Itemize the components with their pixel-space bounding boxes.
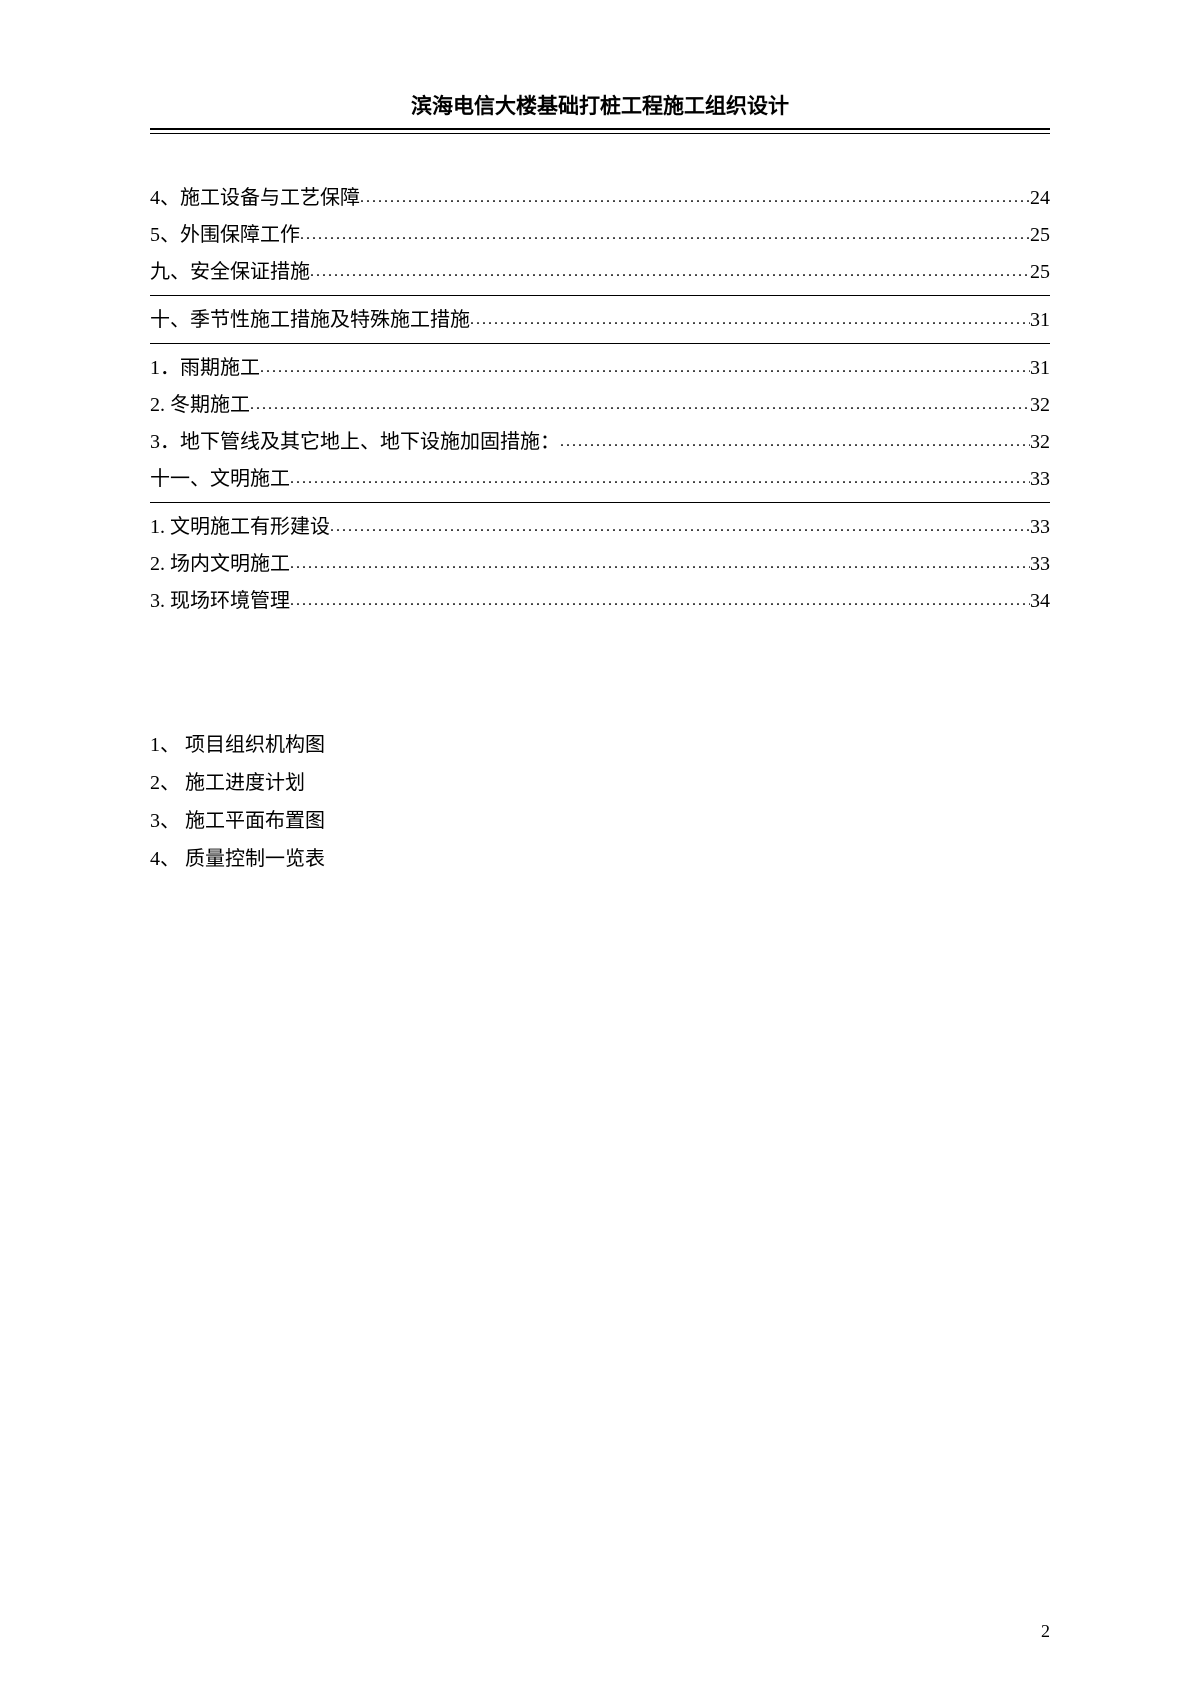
toc-entry: 十、季节性施工措施及特殊施工措施 31 [150,304,1050,337]
toc-label: 1．雨期施工 [150,352,260,385]
toc-dots [470,307,1030,333]
toc-page: 32 [1030,389,1050,422]
appendix-item: 2、 施工进度计划 [150,766,1050,801]
toc-dots [330,514,1030,540]
toc-divider [150,502,1050,503]
toc-page: 25 [1030,219,1050,252]
toc-page: 33 [1030,463,1050,496]
toc-page: 24 [1030,182,1050,215]
toc-entry: 5、外围保障工作 25 [150,219,1050,252]
toc-label: 1. 文明施工有形建设 [150,511,330,544]
toc-label: 3. 现场环境管理 [150,585,290,618]
toc-label: 2. 场内文明施工 [150,548,290,581]
appendix-item: 1、 项目组织机构图 [150,728,1050,763]
toc-divider [150,295,1050,296]
toc-dots [290,588,1030,614]
toc-entry: 1. 文明施工有形建设 33 [150,511,1050,544]
toc-entry: 2. 冬期施工 32 [150,389,1050,422]
toc-dots [310,259,1030,285]
toc-page: 32 [1030,426,1050,459]
toc-label: 2. 冬期施工 [150,389,250,422]
table-of-contents: 4、施工设备与工艺保障 24 5、外围保障工作 25 九、安全保证措施 25 十… [150,182,1050,618]
appendix-item: 4、 质量控制一览表 [150,842,1050,877]
toc-label: 十、季节性施工措施及特殊施工措施 [150,304,470,337]
toc-entry: 十一、文明施工 33 [150,463,1050,496]
toc-page: 31 [1030,304,1050,337]
toc-entry: 2. 场内文明施工 33 [150,548,1050,581]
toc-entry: 1．雨期施工 31 [150,352,1050,385]
page-header-title: 滨海电信大楼基础打桩工程施工组织设计 [150,90,1050,130]
toc-label: 九、安全保证措施 [150,256,310,289]
toc-entry: 4、施工设备与工艺保障 24 [150,182,1050,215]
toc-divider [150,343,1050,344]
toc-dots [260,355,1030,381]
toc-entry: 3．地下管线及其它地上、地下设施加固措施： 32 [150,426,1050,459]
toc-page: 33 [1030,511,1050,544]
toc-dots [290,551,1030,577]
toc-dots [360,185,1030,211]
toc-dots [290,466,1030,492]
toc-entry: 3. 现场环境管理 34 [150,585,1050,618]
page-number: 2 [1041,1621,1050,1642]
toc-label: 5、外围保障工作 [150,219,300,252]
appendix-list: 1、 项目组织机构图 2、 施工进度计划 3、 施工平面布置图 4、 质量控制一… [150,728,1050,877]
document-page: 滨海电信大楼基础打桩工程施工组织设计 4、施工设备与工艺保障 24 5、外围保障… [0,0,1200,1697]
appendix-item: 3、 施工平面布置图 [150,804,1050,839]
toc-dots [300,222,1030,248]
toc-label: 4、施工设备与工艺保障 [150,182,360,215]
toc-entry: 九、安全保证措施 25 [150,256,1050,289]
toc-page: 34 [1030,585,1050,618]
header-underline [150,133,1050,134]
toc-label: 十一、文明施工 [150,463,290,496]
toc-label: 3．地下管线及其它地上、地下设施加固措施： [150,426,560,459]
toc-dots [560,429,1030,455]
toc-page: 33 [1030,548,1050,581]
toc-page: 31 [1030,352,1050,385]
toc-page: 25 [1030,256,1050,289]
toc-dots [250,392,1030,418]
